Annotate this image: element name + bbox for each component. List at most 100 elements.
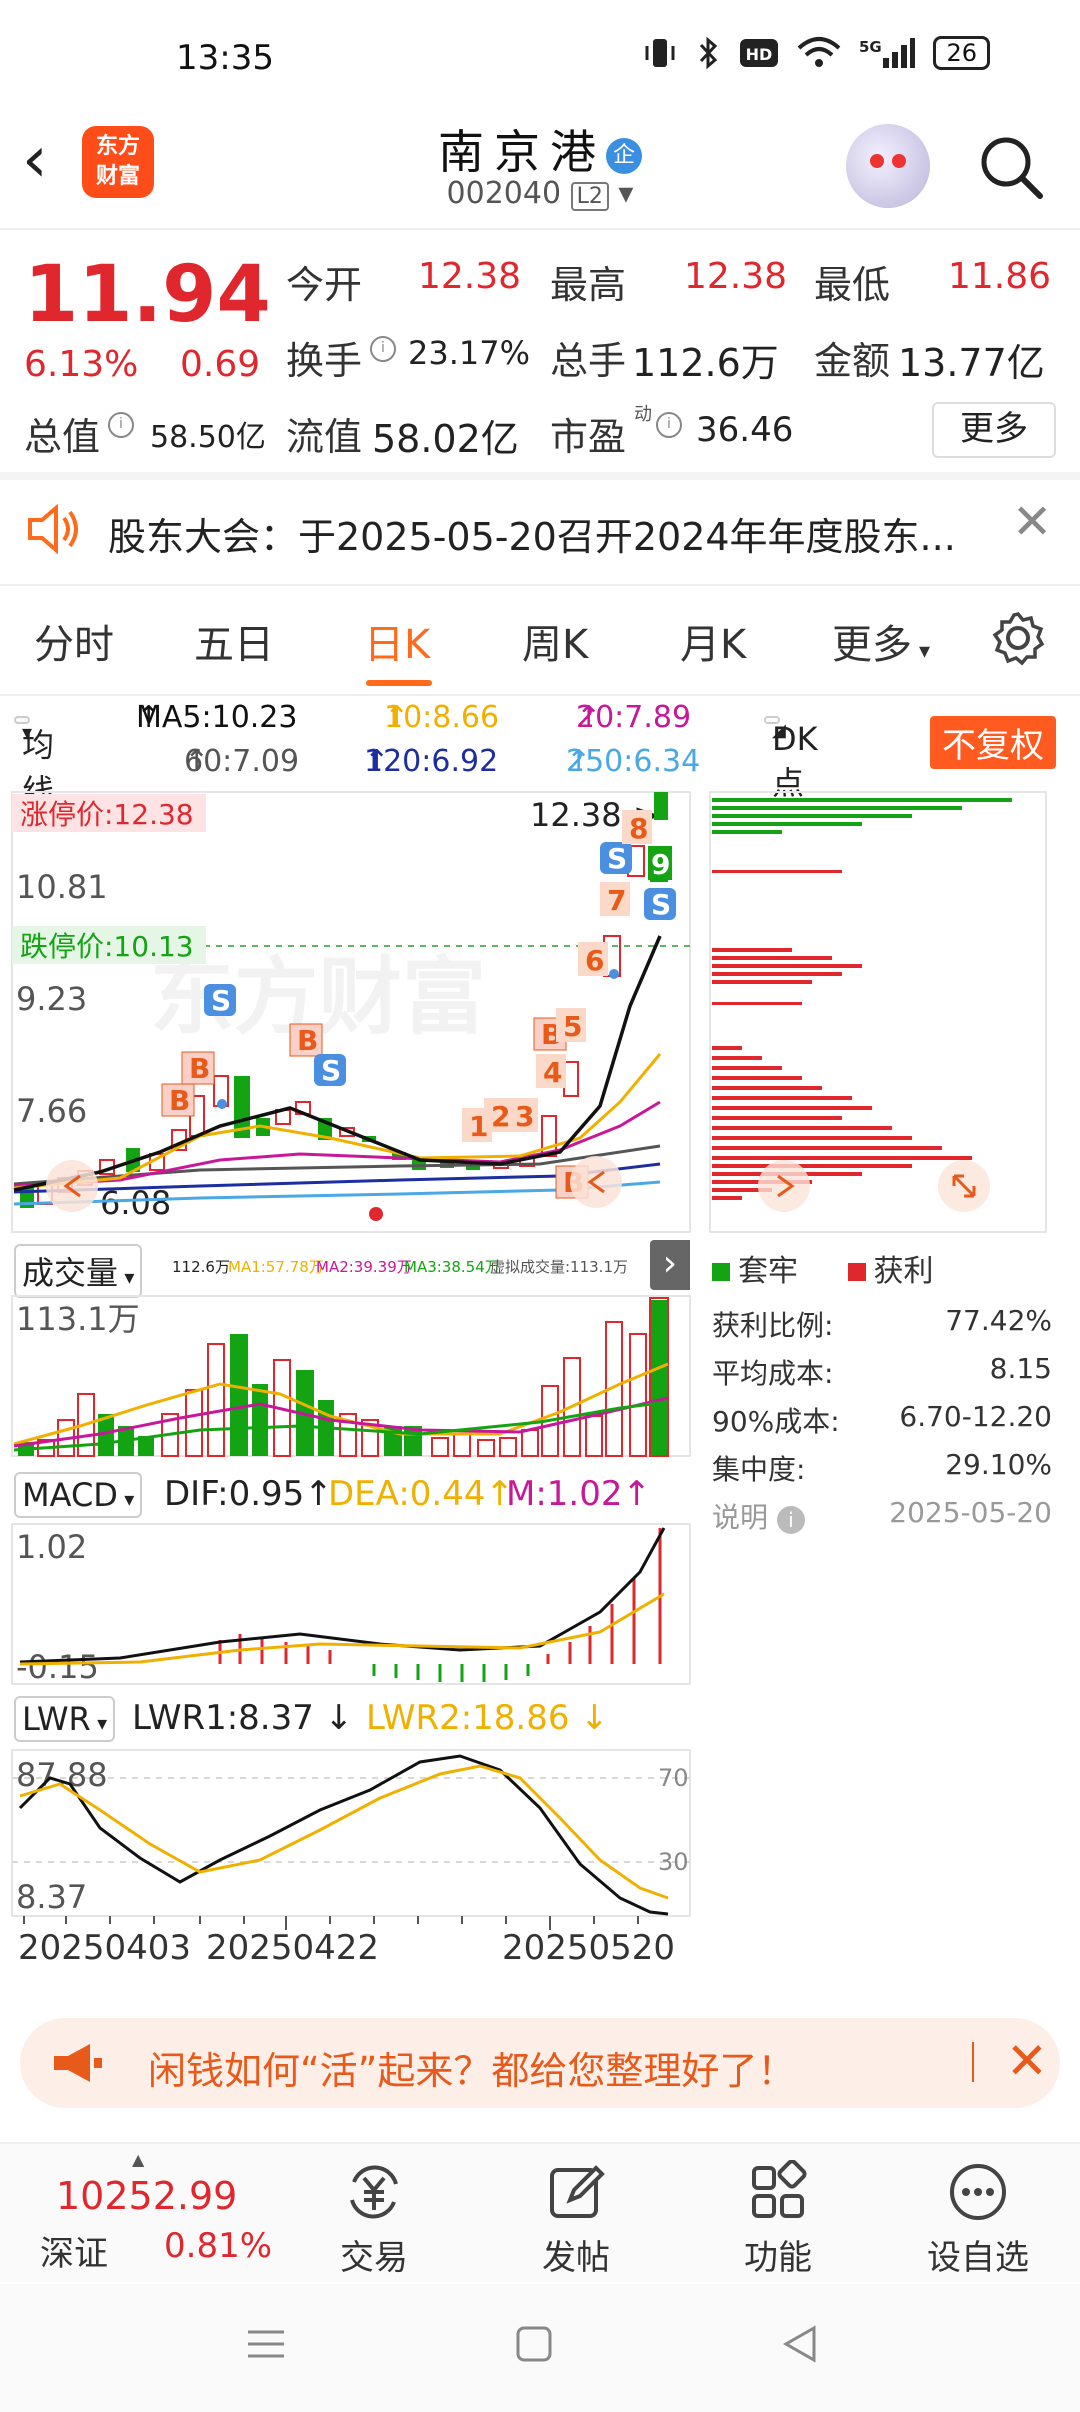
macd-dif: DIF:0.95↑ bbox=[164, 1474, 333, 1514]
divider bbox=[0, 694, 1080, 696]
info-icon[interactable]: i bbox=[108, 412, 134, 438]
scroll-right-button[interactable] bbox=[570, 1156, 622, 1208]
volume-bar bbox=[361, 1419, 379, 1457]
macd-selector-label: MACD bbox=[22, 1476, 118, 1514]
chip-distribution-chart[interactable] bbox=[708, 786, 1048, 1236]
sequence-marker-text: 8 bbox=[629, 812, 648, 845]
tab-intraday[interactable]: 分时 bbox=[34, 622, 114, 668]
limit-down-badge bbox=[12, 926, 206, 964]
date-axis: 20250403 20250422 20250520 bbox=[14, 1928, 694, 1988]
stock-code[interactable]: 002040 L2 ▾ bbox=[0, 176, 1080, 211]
tab-monthly-k[interactable]: 月K bbox=[680, 622, 747, 668]
lwr-selector-label: LWR bbox=[22, 1700, 91, 1738]
chip-stat-row: 集中度: 29.10% bbox=[712, 1448, 1052, 1496]
market-cap-label: 总值 bbox=[24, 415, 101, 459]
adjust-toggle[interactable]: 不复权 bbox=[930, 716, 1056, 769]
volume-selector[interactable]: 成交量 ▾ bbox=[14, 1244, 143, 1298]
notice-bar[interactable]: 股东大会：于2025-05-20召开2024年年度股东... ✕ bbox=[0, 476, 1080, 584]
search-icon[interactable] bbox=[976, 132, 1046, 202]
scroll-left-button[interactable] bbox=[46, 1160, 98, 1212]
chip-bar bbox=[712, 1188, 772, 1192]
low-label: 最低 bbox=[814, 263, 891, 307]
back-icon[interactable]: ‹ bbox=[22, 123, 48, 197]
high-label: 最高 bbox=[550, 263, 627, 307]
nav-post[interactable]: 发帖 bbox=[506, 2160, 646, 2279]
gear-icon[interactable] bbox=[990, 610, 1046, 666]
lwr1-value: LWR1:8.37 ↓ bbox=[132, 1698, 354, 1738]
kline-chart[interactable]: 东方财富 涨停价:12.38 跌停价:10.13 10.81 9.23 7.66… bbox=[0, 786, 700, 1236]
tab-daily-k[interactable]: 日K bbox=[364, 622, 431, 668]
macd-selector[interactable]: MACD ▾ bbox=[14, 1472, 143, 1518]
notice-text: 股东大会：于2025-05-20召开2024年年度股东... bbox=[108, 515, 956, 559]
nav-add-watchlist[interactable]: 设自选 bbox=[908, 2160, 1048, 2279]
volume-bar bbox=[185, 1389, 203, 1457]
sequence-marker-text: 6 bbox=[585, 944, 604, 977]
bottom-nav: ▲ 10252.99 深证 0.81% 交易 发帖 功能 设自选 bbox=[0, 2142, 1080, 2282]
pe-value: 36.46 bbox=[696, 410, 794, 450]
info-icon[interactable]: i bbox=[656, 412, 682, 438]
sell-marker-text: S bbox=[321, 1054, 341, 1087]
volume-bar bbox=[629, 1333, 647, 1457]
triangle-down-icon: ▾ bbox=[90, 1711, 108, 1735]
sequence-marker bbox=[648, 846, 672, 880]
robot-eye-icon bbox=[892, 154, 906, 168]
edit-icon bbox=[550, 2165, 605, 2218]
battery-icon: 26 bbox=[933, 36, 990, 70]
chip-bar bbox=[712, 1002, 802, 1005]
volume-ma3: MA3:38.54万 bbox=[404, 1258, 500, 1276]
buy-marker bbox=[161, 1083, 195, 1117]
dk-point-label: DK点 bbox=[772, 720, 818, 802]
chip-note-row[interactable]: 说明 i 2025-05-20 bbox=[712, 1496, 1052, 1544]
info-icon[interactable]: i bbox=[370, 336, 396, 362]
wifi-icon bbox=[798, 37, 841, 67]
nav-label: 功能 bbox=[744, 2238, 812, 2278]
bluetooth-icon bbox=[700, 36, 718, 70]
turnover-value: 23.17% bbox=[408, 334, 531, 372]
volume-value: 112.6万 bbox=[632, 341, 779, 385]
index-value[interactable]: 10252.99 bbox=[56, 2174, 238, 2218]
nav-functions[interactable]: 功能 bbox=[708, 2160, 848, 2279]
chevron-right-icon[interactable]: › bbox=[650, 1240, 690, 1290]
status-bar: 13:35 HD 5G 26 bbox=[0, 0, 1080, 110]
latest-high-value: 12.38 bbox=[530, 796, 622, 834]
change-amount: 0.69 bbox=[180, 344, 261, 385]
tab-weekly-k[interactable]: 周K bbox=[522, 622, 589, 668]
lwr-selector[interactable]: LWR ▾ bbox=[14, 1696, 116, 1742]
legend-profit: 获利 bbox=[873, 1254, 934, 1289]
amount-value: 13.77亿 bbox=[898, 341, 1045, 385]
chip-stat-label: 平均成本: bbox=[712, 1357, 834, 1390]
chip-scroll-button[interactable] bbox=[758, 1160, 810, 1212]
menu-icon[interactable] bbox=[246, 2324, 286, 2364]
close-icon[interactable]: ✕ bbox=[1006, 2032, 1048, 2090]
chip-bar bbox=[712, 822, 862, 826]
buy-marker bbox=[181, 1051, 215, 1085]
nav-trade[interactable]: 交易 bbox=[304, 2160, 444, 2279]
home-icon[interactable] bbox=[514, 2324, 554, 2364]
triangle-down-icon: ▾ bbox=[117, 1487, 135, 1511]
candle bbox=[541, 1115, 557, 1157]
sell-marker-text: S bbox=[607, 842, 627, 875]
chip-bar bbox=[712, 1164, 912, 1168]
chevron-left-icon bbox=[587, 1170, 605, 1194]
assistant-robot-icon[interactable] bbox=[846, 124, 930, 208]
promo-banner[interactable]: 闲钱如何“活”起来？都给您整理好了！ ✕ bbox=[20, 2018, 1060, 2108]
tab-more[interactable]: 更多 ▾ bbox=[832, 612, 930, 670]
stock-name: 南京港企 bbox=[0, 116, 1080, 182]
more-quote-button[interactable]: 更多 bbox=[932, 402, 1056, 458]
stock-name-text: 南京港 bbox=[438, 125, 606, 179]
chip-bar bbox=[712, 798, 1012, 802]
lwr-ref-high-label: 70 bbox=[658, 1764, 689, 1792]
back-triangle-icon[interactable] bbox=[780, 2324, 820, 2364]
chip-bar bbox=[712, 956, 832, 960]
chip-stat-value: 77.42% bbox=[945, 1304, 1052, 1337]
tab-five-day[interactable]: 五日 bbox=[194, 622, 274, 668]
dk-point-toggle[interactable]: DK点 ◢ bbox=[764, 716, 818, 802]
signal-icon: 5G bbox=[859, 38, 916, 68]
close-icon[interactable]: ✕ bbox=[1012, 494, 1053, 550]
indicator-selector[interactable]: 均线 ▾ bbox=[14, 716, 54, 810]
chip-bar bbox=[712, 1196, 742, 1200]
lwr-frame bbox=[11, 1749, 691, 1917]
chip-bar bbox=[712, 948, 792, 952]
hd-icon: HD bbox=[740, 39, 779, 67]
sell-marker bbox=[600, 842, 632, 874]
